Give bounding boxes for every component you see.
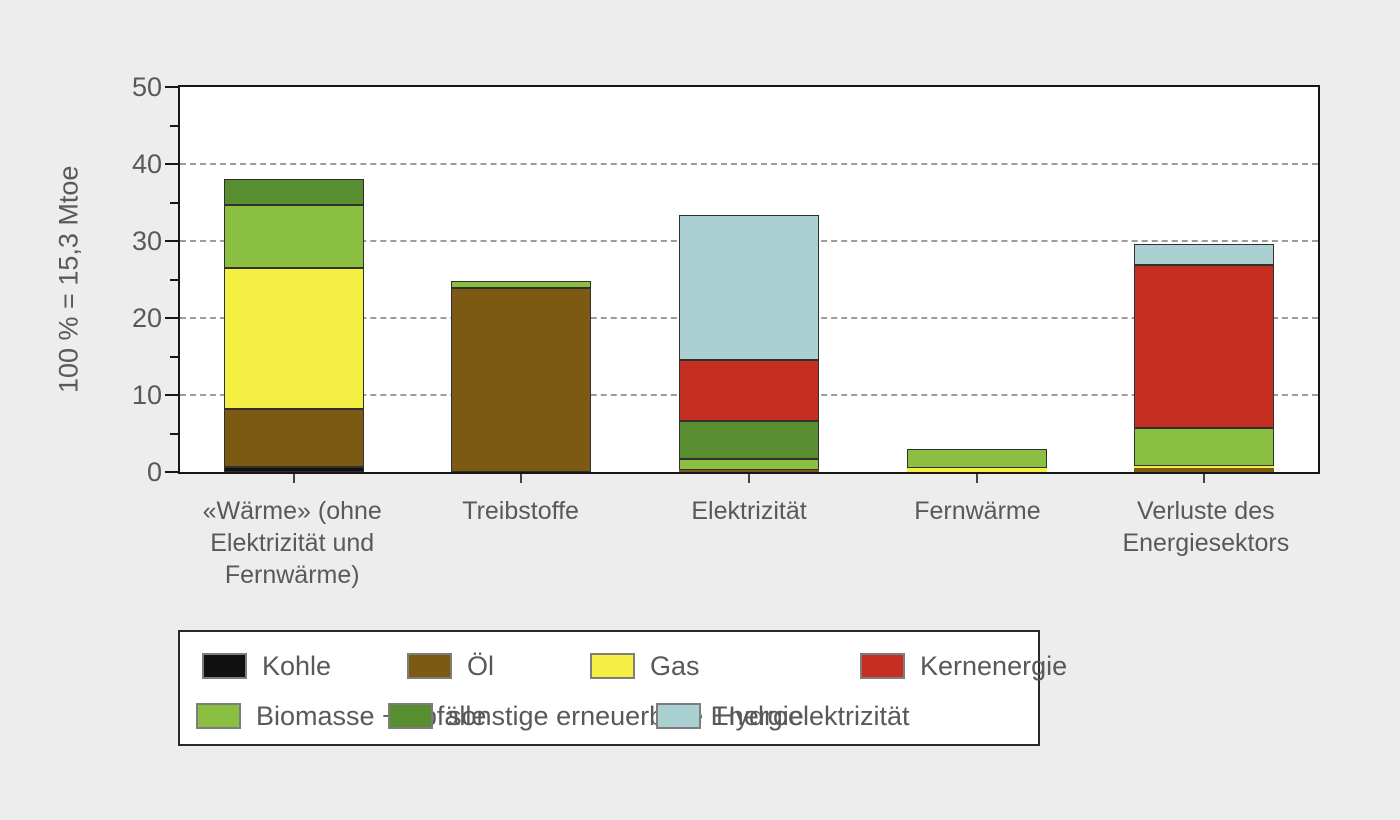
- bar-segment: [223, 408, 364, 467]
- legend-item: Hydroelektrizität: [656, 694, 910, 738]
- legend-color-swatch: [407, 653, 452, 679]
- bar-segment: [223, 179, 364, 205]
- y-tick-label: 30: [131, 226, 162, 256]
- x-tick: [520, 474, 523, 483]
- y-minor-tick: [170, 124, 178, 127]
- legend-label: Öl: [467, 650, 494, 681]
- y-major-tick: [165, 317, 178, 319]
- y-tick-label: 0: [146, 457, 162, 487]
- x-category-label: Treibstoffe: [462, 497, 579, 525]
- bar-segment: [679, 470, 819, 472]
- bar-segment: [679, 359, 819, 422]
- y-major-tick: [165, 471, 178, 473]
- legend-item: Gas: [590, 644, 700, 688]
- y-major-tick: [165, 163, 178, 165]
- y-major-tick: [165, 240, 178, 242]
- y-minor-tick: [170, 432, 178, 435]
- x-tick: [748, 474, 750, 483]
- legend-item: Öl: [407, 644, 494, 688]
- bar-segment: [679, 421, 819, 459]
- legend-item: Kohle: [202, 644, 331, 688]
- legend-label: Hydroelektrizität: [716, 700, 910, 731]
- bar-5: [1134, 87, 1275, 472]
- bar-segment: [223, 267, 364, 409]
- bar-segment: [1134, 427, 1275, 467]
- legend-item: sonstige erneuerbare Energie: [388, 694, 804, 738]
- y-tick-label: 20: [131, 303, 162, 333]
- bar-segment: [1134, 466, 1275, 469]
- x-axis-labels: «Wärme» (ohne Elektrizität und Fernwärme…: [178, 495, 1320, 591]
- bar-2: [451, 87, 592, 472]
- y-major-tick: [165, 394, 178, 396]
- gridline-40: [180, 163, 1318, 165]
- y-minor-tick: [170, 278, 178, 281]
- legend-item: Kernenergie: [860, 644, 1067, 688]
- x-category-label: «Wärme» (ohne Elektrizität und Fernwärme…: [202, 497, 382, 589]
- bar-3: [679, 87, 819, 472]
- legend-row: Biomasse + Abfälle sonstige erneuerbare E…: [180, 694, 1038, 738]
- bar-segment: [906, 448, 1047, 469]
- bar-segment: [223, 204, 364, 268]
- legend-box: Kohle Öl Gas Kernenergie Biomasse + Abfälle…: [178, 630, 1067, 746]
- bar-segment: [451, 281, 592, 288]
- bar-segment: [1134, 468, 1275, 472]
- legend-label: sonstige erneuerbare Energie: [448, 700, 804, 731]
- bar-4: [906, 87, 1047, 472]
- x-tick: [1203, 474, 1206, 483]
- legend-color-swatch: [656, 703, 701, 729]
- legend-label: Kohle: [262, 650, 332, 681]
- bar-1: [223, 87, 364, 472]
- x-tick: [292, 474, 295, 483]
- y-tick-label: 40: [131, 149, 162, 179]
- plot-area: [178, 85, 1320, 474]
- legend-row: Kohle Öl Gas Kernenergie: [180, 644, 1067, 688]
- y-major-tick: [165, 86, 178, 88]
- legend-label: Biomasse + Abfälle: [256, 700, 487, 731]
- bar-segment: [1134, 264, 1275, 428]
- legend-label: Gas: [650, 650, 700, 681]
- bar-segment: [679, 215, 819, 360]
- x-category-label: Verluste des Energiesektors: [1122, 497, 1290, 557]
- legend-color-swatch: [860, 653, 905, 679]
- y-minor-tick: [170, 201, 178, 204]
- legend-item: Biomasse + Abfälle: [196, 694, 486, 738]
- x-category-label: Fernwärme: [914, 497, 1041, 525]
- legend-color-swatch: [202, 653, 247, 679]
- bar-segment: [223, 466, 364, 472]
- x-tick: [975, 474, 978, 483]
- bar-segment: [1134, 244, 1275, 265]
- legend-color-swatch: [196, 703, 241, 729]
- y-tick-label: 50: [131, 72, 162, 102]
- bar-segment: [679, 458, 819, 471]
- bar-segment: [451, 287, 592, 472]
- y-axis-title: 100 % = 15,3 Mtoe: [53, 165, 84, 394]
- x-category-label: Elektrizität: [691, 497, 807, 525]
- legend-color-swatch: [388, 703, 433, 729]
- legend-label: Kernenergie: [920, 650, 1068, 681]
- legend-color-swatch: [590, 653, 635, 679]
- y-minor-tick: [170, 355, 178, 358]
- y-tick-label: 10: [131, 380, 162, 410]
- bar-segment: [906, 468, 1047, 472]
